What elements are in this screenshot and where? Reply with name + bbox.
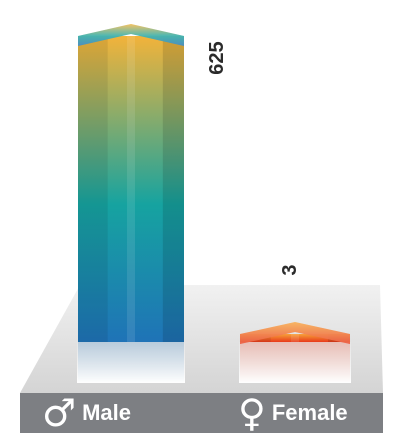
category-male: ♂ Male bbox=[42, 393, 131, 433]
bar-cap-highlight-female bbox=[240, 322, 350, 344]
male-symbol-icon: ♂ bbox=[42, 391, 77, 435]
bar-male bbox=[78, 36, 184, 342]
value-label-male: 625 bbox=[206, 41, 228, 74]
bar-reflection-fade-female bbox=[239, 342, 351, 383]
female-symbol-icon: ♀ bbox=[238, 391, 266, 435]
category-label-male: Male bbox=[82, 400, 131, 425]
bar-ridge-male bbox=[127, 36, 135, 342]
bar-cap-highlight-male bbox=[78, 24, 184, 46]
value-label-female: 3 bbox=[279, 264, 301, 275]
bar-shade-left-male bbox=[78, 36, 108, 342]
bar-cap-female bbox=[240, 322, 350, 344]
bar-reflection-fade-male bbox=[77, 342, 185, 383]
bar-cap-male bbox=[78, 24, 184, 46]
bar-ridge-female bbox=[291, 334, 299, 342]
category-label-female: Female bbox=[271, 400, 348, 425]
bar-shade-right-male bbox=[162, 36, 184, 342]
category-bar: ♂ Male ♀ Female bbox=[20, 393, 383, 433]
category-female: ♀ Female bbox=[238, 393, 348, 433]
bar-female bbox=[240, 334, 350, 342]
